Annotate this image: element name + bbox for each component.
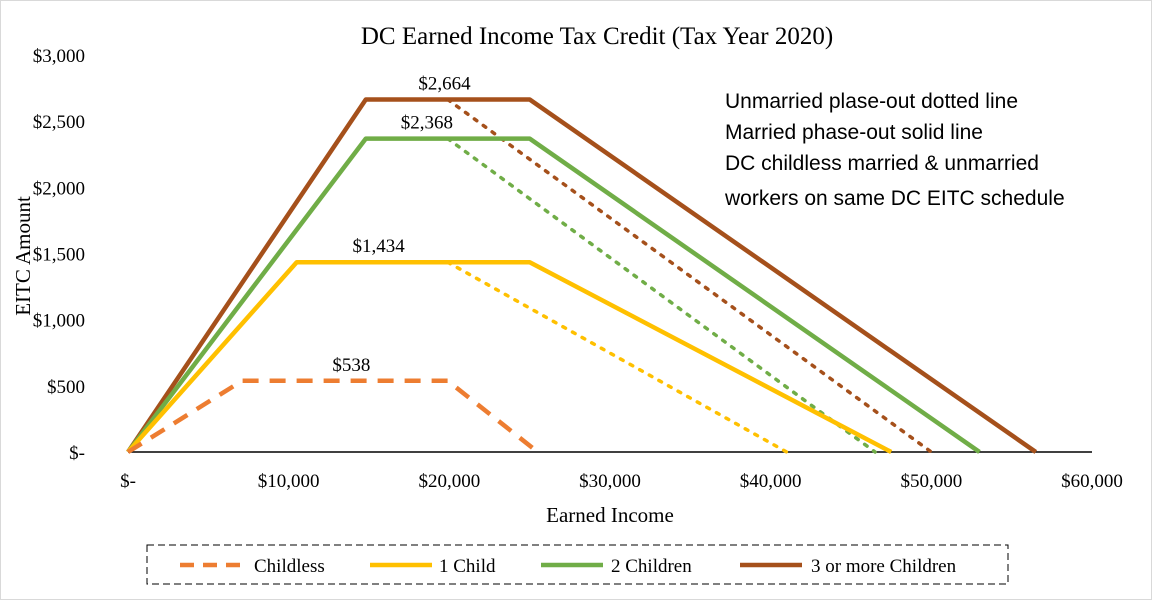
chart-title: DC Earned Income Tax Credit (Tax Year 20…: [361, 23, 833, 50]
annotation-line-3: DC childless married & unmarried: [725, 152, 1039, 175]
legend-label-2-children: 2 Children: [611, 556, 692, 577]
x-tick-label: $30,000: [579, 471, 641, 492]
x-tick-label: $40,000: [740, 471, 802, 492]
x-tick-label: $20,000: [418, 471, 480, 492]
y-axis-tick-labels: $- $500 $1,000 $1,500 $2,000 $2,500 $3,000: [33, 46, 85, 464]
x-axis-tick-labels: $- $10,000 $20,000 $30,000 $40,000 $50,000 $60…: [120, 471, 1123, 492]
legend-label-childless: Childless: [254, 556, 325, 577]
annotation-line-1: Unmarried plase-out dotted line: [725, 90, 1018, 113]
x-tick-label: $10,000: [258, 471, 320, 492]
plot-area: [126, 97, 1038, 454]
y-tick-label: $3,000: [33, 46, 85, 67]
y-tick-label: $500: [47, 377, 85, 398]
legend: Childless 1 Child 2 Children 3 or more C…: [146, 544, 1009, 585]
x-tick-label: $60,000: [1061, 471, 1123, 492]
y-axis-label: EITC Amount: [11, 196, 35, 316]
series-line-1-child-dotted-phaseout: [445, 260, 789, 454]
y-tick-label: $2,000: [33, 178, 85, 199]
series-line-3-or-more-children: [126, 97, 1038, 454]
y-tick-label: $-: [69, 443, 85, 464]
legend-label-1-child: 1 Child: [439, 556, 496, 577]
data-label: $1,434: [353, 236, 406, 257]
series-line-childless: [126, 378, 540, 454]
y-tick-label: $2,500: [33, 112, 85, 133]
x-tick-label: $50,000: [900, 471, 962, 492]
y-tick-label: $1,000: [33, 311, 85, 332]
x-axis-label: Earned Income: [546, 503, 674, 527]
series-line-3-or-more-children-dotted-phaseout: [445, 97, 934, 454]
series-line-1-child: [126, 259, 893, 454]
legend-border: [146, 544, 1009, 585]
data-label: $2,368: [401, 113, 453, 134]
legend-label-3-children: 3 or more Children: [811, 556, 957, 577]
data-label: $2,664: [418, 73, 471, 94]
data-labels: $538 $1,434 $2,368 $2,664: [332, 73, 471, 375]
annotation-line-2: Married phase-out solid line: [725, 121, 983, 144]
annotation-line-4: workers on same DC EITC schedule: [724, 187, 1065, 210]
data-label: $538: [332, 355, 370, 376]
series-line-2-children-dotted-phaseout: [445, 136, 877, 454]
x-tick-label: $-: [120, 471, 136, 492]
y-tick-label: $1,500: [33, 245, 85, 266]
annotation-box: Unmarried plase-out dotted line Married …: [724, 90, 1065, 210]
series-line-2-children: [126, 136, 981, 454]
